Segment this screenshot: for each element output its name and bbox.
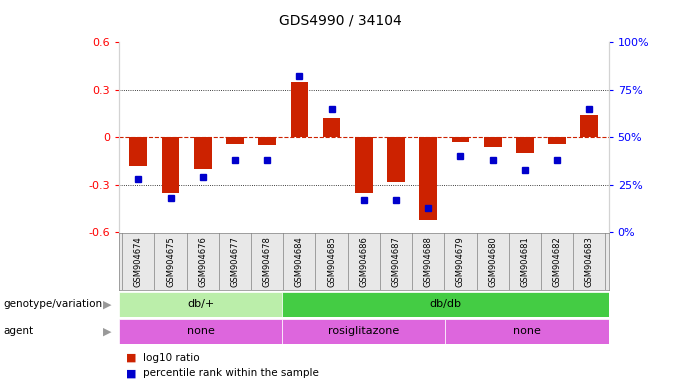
Text: GSM904684: GSM904684: [295, 236, 304, 287]
Bar: [282, 319, 445, 344]
Text: GSM904678: GSM904678: [262, 236, 272, 287]
Bar: [516, 137, 534, 153]
Bar: [323, 118, 341, 137]
Text: GSM904674: GSM904674: [134, 236, 143, 287]
Text: none: none: [187, 326, 214, 336]
Bar: [194, 137, 211, 169]
Text: GSM904687: GSM904687: [392, 236, 401, 287]
Text: rosiglitazone: rosiglitazone: [328, 326, 399, 336]
Text: GSM904688: GSM904688: [424, 236, 432, 287]
Bar: [282, 292, 609, 317]
Bar: [452, 137, 469, 142]
Text: GSM904677: GSM904677: [231, 236, 239, 287]
Text: GSM904675: GSM904675: [166, 236, 175, 287]
Bar: [258, 137, 276, 145]
Text: GDS4990 / 34104: GDS4990 / 34104: [279, 13, 401, 27]
Text: ■: ■: [126, 353, 136, 363]
Text: genotype/variation: genotype/variation: [3, 299, 103, 310]
Bar: [445, 319, 609, 344]
Text: percentile rank within the sample: percentile rank within the sample: [143, 368, 319, 378]
Bar: [162, 137, 180, 193]
Text: GSM904680: GSM904680: [488, 236, 497, 287]
Bar: [119, 292, 282, 317]
Text: log10 ratio: log10 ratio: [143, 353, 199, 363]
Bar: [129, 137, 147, 166]
Text: GSM904686: GSM904686: [359, 236, 369, 287]
Bar: [290, 82, 308, 137]
Text: GSM904679: GSM904679: [456, 236, 465, 287]
Text: ▶: ▶: [103, 326, 111, 336]
Text: db/+: db/+: [187, 299, 214, 310]
Text: GSM904683: GSM904683: [585, 236, 594, 287]
Bar: [387, 137, 405, 182]
Bar: [581, 115, 598, 137]
Text: ▶: ▶: [103, 299, 111, 310]
Text: GSM904676: GSM904676: [199, 236, 207, 287]
Text: none: none: [513, 326, 541, 336]
Text: db/db: db/db: [429, 299, 462, 310]
Text: agent: agent: [3, 326, 33, 336]
Bar: [548, 137, 566, 144]
Text: GSM904682: GSM904682: [553, 236, 562, 287]
Bar: [483, 137, 502, 147]
Text: ■: ■: [126, 368, 136, 378]
Text: GSM904685: GSM904685: [327, 236, 336, 287]
Text: GSM904681: GSM904681: [520, 236, 529, 287]
Bar: [226, 137, 244, 144]
Bar: [420, 137, 437, 220]
Bar: [355, 137, 373, 193]
Bar: [119, 319, 282, 344]
